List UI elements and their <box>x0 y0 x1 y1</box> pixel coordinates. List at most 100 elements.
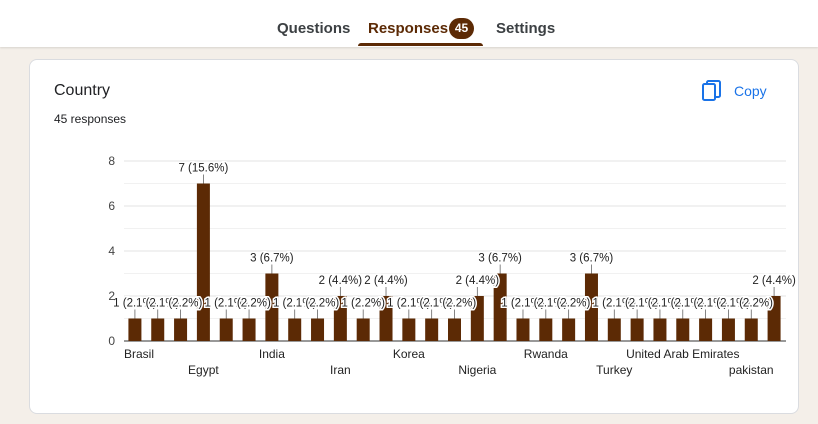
bar-data-label: 1 (2.1%) <box>386 296 432 319</box>
top-tab-bar: Questions Responses 45 Settings <box>0 0 818 47</box>
question-title: Country <box>54 82 111 99</box>
bar-data-label-text: 3 (6.7%) <box>570 253 614 265</box>
chart-axes: 0 2 4 6 8 Brasil Egypt India Iran Korea Nigeria Rwa… <box>108 154 773 377</box>
bar-data-label: 1 (2.1%) <box>203 296 250 319</box>
x-tick-label: pakistan <box>729 363 774 377</box>
bar <box>242 318 256 341</box>
bar-data-label: 2 (4.4%) <box>454 274 501 296</box>
bar-data-label-text: 1 (2.2%) <box>433 298 477 310</box>
bar <box>311 318 325 341</box>
bar <box>196 183 210 341</box>
bar-data-label: 1 (2.1%) <box>705 296 752 319</box>
bar-data-label-text: 1 (2.1%) <box>136 298 180 310</box>
bar-data-label: 2 (4.4%) <box>317 274 364 296</box>
bar <box>174 318 188 341</box>
bar-data-label: 2 (4.4%) <box>363 274 409 296</box>
bar-data-label-text: 2 (4.4%) <box>364 275 408 287</box>
bar-data-label: 3 (6.7%) <box>477 251 524 274</box>
bar-data-label: 1 (2.1%) <box>614 296 661 319</box>
bar-data-label-text: 1 (2.2%) <box>341 298 385 310</box>
responses-count-badge: 45 <box>449 18 474 39</box>
question-summary-card: Country 45 responses Copy <box>29 59 799 414</box>
bar-data-label: 1 (2.2%) <box>157 296 204 319</box>
bar-data-label-text: 1 (2.2%) <box>227 298 271 310</box>
bar <box>721 318 735 341</box>
bar-data-label-text: 1 (2.1%) <box>615 298 659 310</box>
x-tick-label: Brasil <box>124 347 154 361</box>
bar <box>562 318 576 341</box>
copy-icon <box>702 80 721 101</box>
bar-data-label-text: 2 (4.4%) <box>752 275 796 287</box>
bar <box>539 318 553 341</box>
chart-grid <box>124 160 786 342</box>
bar <box>676 318 690 341</box>
x-tick-label: Egypt <box>188 363 219 377</box>
y-tick-label: 2 <box>108 289 115 303</box>
chart-bars <box>128 183 781 341</box>
copy-chart-button[interactable]: Copy <box>702 78 767 104</box>
bar-data-label: 1 (2.2%) <box>728 296 775 319</box>
bar <box>516 318 530 341</box>
bar-data-label-text: 1 (2.1%) <box>273 298 317 310</box>
x-tick-label: Iran <box>330 363 351 377</box>
bar-data-label-text: 1 (2.1%) <box>638 298 682 310</box>
bar <box>767 296 781 341</box>
tab-responses[interactable]: Responses <box>368 20 449 37</box>
bar-data-label: 1 (2.2%) <box>226 296 272 319</box>
bar-data-label: 1 (2.1%) <box>660 296 706 319</box>
bar <box>333 296 347 341</box>
bar-data-label-text: 1 (2.2%) <box>730 298 774 310</box>
bar <box>448 318 461 341</box>
bar-data-label-text: 3 (6.7%) <box>250 253 294 265</box>
x-tick-label: Nigeria <box>458 363 496 377</box>
bar-data-label-text: 3 (6.7%) <box>478 253 522 265</box>
bar <box>653 318 667 341</box>
bar-data-label-text: 1 (2.2%) <box>159 298 203 310</box>
bar <box>699 318 713 341</box>
bar <box>425 318 439 341</box>
bar <box>356 318 370 341</box>
y-tick-label: 4 <box>108 244 115 258</box>
bar <box>607 318 621 341</box>
bar <box>128 318 142 341</box>
bar-data-label-text: 1 (2.1%) <box>684 298 728 310</box>
bar <box>151 318 165 341</box>
bar-data-label: 1 (2.1%) <box>682 296 729 319</box>
response-count: 45 responses <box>54 112 127 126</box>
bar-data-label-text: 1 (2.1%) <box>593 298 637 310</box>
bar-data-label-text: 2 (4.4%) <box>456 275 500 287</box>
bar <box>493 273 507 341</box>
bar <box>744 318 758 341</box>
y-tick-label: 6 <box>108 199 115 213</box>
bar <box>219 318 233 341</box>
bar-data-label: 3 (6.7%) <box>568 251 615 274</box>
bar-data-label-text: 1 (2.1%) <box>410 298 454 310</box>
bar-data-label-text: 1 (2.2%) <box>547 298 591 310</box>
bar-data-label-text: 1 (2.1%) <box>204 298 248 310</box>
bar-data-label-text: 1 (2.1%) <box>113 298 157 310</box>
bar-data-label: 1 (2.2%) <box>545 296 592 319</box>
bar-data-label: 1 (2.2%) <box>431 296 478 319</box>
bar-data-label-text: 1 (2.1%) <box>501 298 545 310</box>
bar-data-label: 7 (15.6%) <box>177 161 230 184</box>
bar-data-label-text: 1 (2.2%) <box>296 298 340 310</box>
bar-data-label: 1 (2.1%) <box>112 296 158 319</box>
active-tab-indicator <box>358 43 483 46</box>
bar-data-label: 1 (2.2%) <box>340 296 387 319</box>
bar-data-label-text: 1 (2.1%) <box>387 298 431 310</box>
tab-settings[interactable]: Settings <box>496 20 556 37</box>
bar-data-label: 1 (2.1%) <box>523 296 569 319</box>
bar <box>470 296 484 341</box>
x-tick-label: United Arab Emirates <box>626 347 739 361</box>
tab-questions[interactable]: Questions <box>277 20 351 37</box>
x-tick-label: Turkey <box>596 363 632 377</box>
bar <box>402 318 416 341</box>
bar-data-label: 2 (4.4%) <box>751 274 797 296</box>
bar-data-label: 1 (2.1%) <box>135 296 181 319</box>
bar <box>288 318 302 341</box>
bar-data-label: 3 (6.7%) <box>249 251 295 274</box>
y-tick-label: 8 <box>108 154 115 168</box>
bar-data-label-text: 1 (2.1%) <box>707 298 751 310</box>
bar-data-label-text: 2 (4.4%) <box>319 275 363 287</box>
